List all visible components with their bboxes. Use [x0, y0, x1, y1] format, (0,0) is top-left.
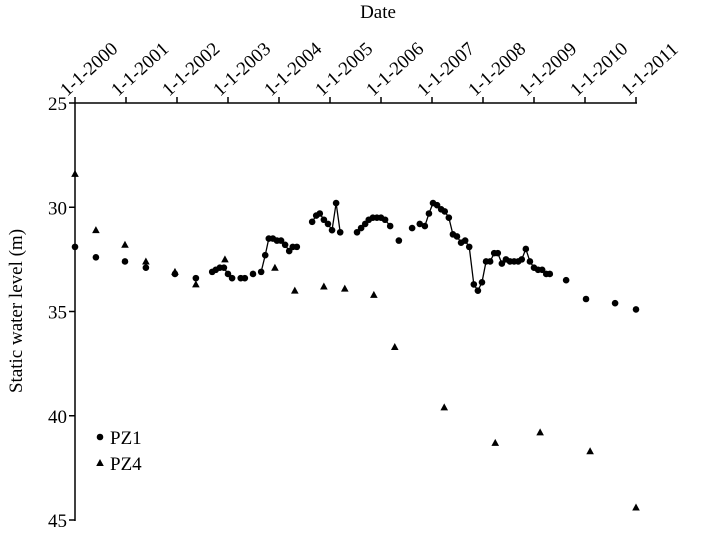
- point: [433, 201, 441, 209]
- point: [478, 279, 486, 286]
- chart-title: Date: [360, 2, 396, 23]
- point: [370, 290, 378, 298]
- point: [257, 268, 265, 276]
- point: [538, 266, 546, 274]
- point: [291, 286, 299, 294]
- point: [121, 240, 129, 248]
- y-tick-label: 45: [48, 511, 67, 532]
- point: [320, 216, 328, 224]
- point: [381, 216, 389, 224]
- point: [293, 243, 301, 251]
- point: [461, 237, 469, 244]
- point: [522, 245, 530, 253]
- point: [416, 220, 424, 228]
- point: [340, 284, 349, 292]
- point: [121, 258, 129, 265]
- y-tick-label: 25: [48, 94, 67, 115]
- point: [328, 226, 336, 234]
- x-tick-label: 1-1-2011: [617, 39, 682, 101]
- point: [142, 264, 150, 272]
- point: [332, 199, 340, 207]
- point: [261, 251, 269, 259]
- point: [562, 276, 570, 284]
- point: [224, 270, 232, 278]
- point: [277, 237, 285, 244]
- point: [632, 503, 640, 511]
- point: [192, 274, 200, 282]
- point: [425, 210, 433, 217]
- point: [316, 210, 324, 217]
- point: [494, 249, 502, 257]
- point: [526, 258, 534, 265]
- legend-label: PZ4: [110, 454, 142, 475]
- series-line: [419, 202, 550, 292]
- point: [491, 438, 500, 446]
- point: [465, 243, 473, 251]
- point: [632, 306, 640, 313]
- point: [536, 428, 544, 436]
- point: [518, 256, 526, 263]
- point: [192, 280, 200, 288]
- y-tick-label: 40: [48, 407, 67, 428]
- point: [92, 253, 100, 261]
- point: [142, 257, 150, 265]
- point: [546, 270, 554, 278]
- point: [445, 214, 453, 221]
- point: [421, 222, 429, 230]
- y-tick-label: 30: [48, 198, 67, 219]
- point: [336, 228, 344, 236]
- point: [353, 228, 361, 236]
- point: [474, 287, 482, 294]
- point: [390, 342, 399, 350]
- legend-marker: [96, 433, 104, 441]
- point: [228, 274, 236, 282]
- point: [498, 260, 506, 267]
- point: [440, 403, 449, 411]
- point: [220, 264, 228, 272]
- point: [470, 281, 478, 288]
- point: [611, 299, 619, 307]
- point: [324, 220, 332, 228]
- y-tick-label: 35: [48, 303, 67, 324]
- point: [441, 208, 449, 215]
- legend-marker: [96, 459, 104, 466]
- point: [357, 224, 365, 232]
- point: [271, 263, 279, 271]
- point: [582, 295, 590, 303]
- point: [171, 267, 179, 275]
- point: [249, 270, 257, 278]
- point: [92, 226, 100, 234]
- point: [221, 255, 229, 263]
- point: [308, 218, 316, 226]
- point: [281, 241, 289, 249]
- legend-label: PZ1: [110, 428, 142, 449]
- point: [586, 447, 594, 455]
- point: [320, 282, 328, 290]
- point: [241, 274, 249, 282]
- point: [486, 258, 494, 265]
- point: [408, 224, 416, 232]
- point: [395, 237, 403, 244]
- point: [386, 222, 394, 230]
- point: [71, 169, 79, 177]
- y-axis-label: Static water level (m): [6, 229, 27, 393]
- point: [71, 243, 79, 251]
- point: [453, 233, 461, 240]
